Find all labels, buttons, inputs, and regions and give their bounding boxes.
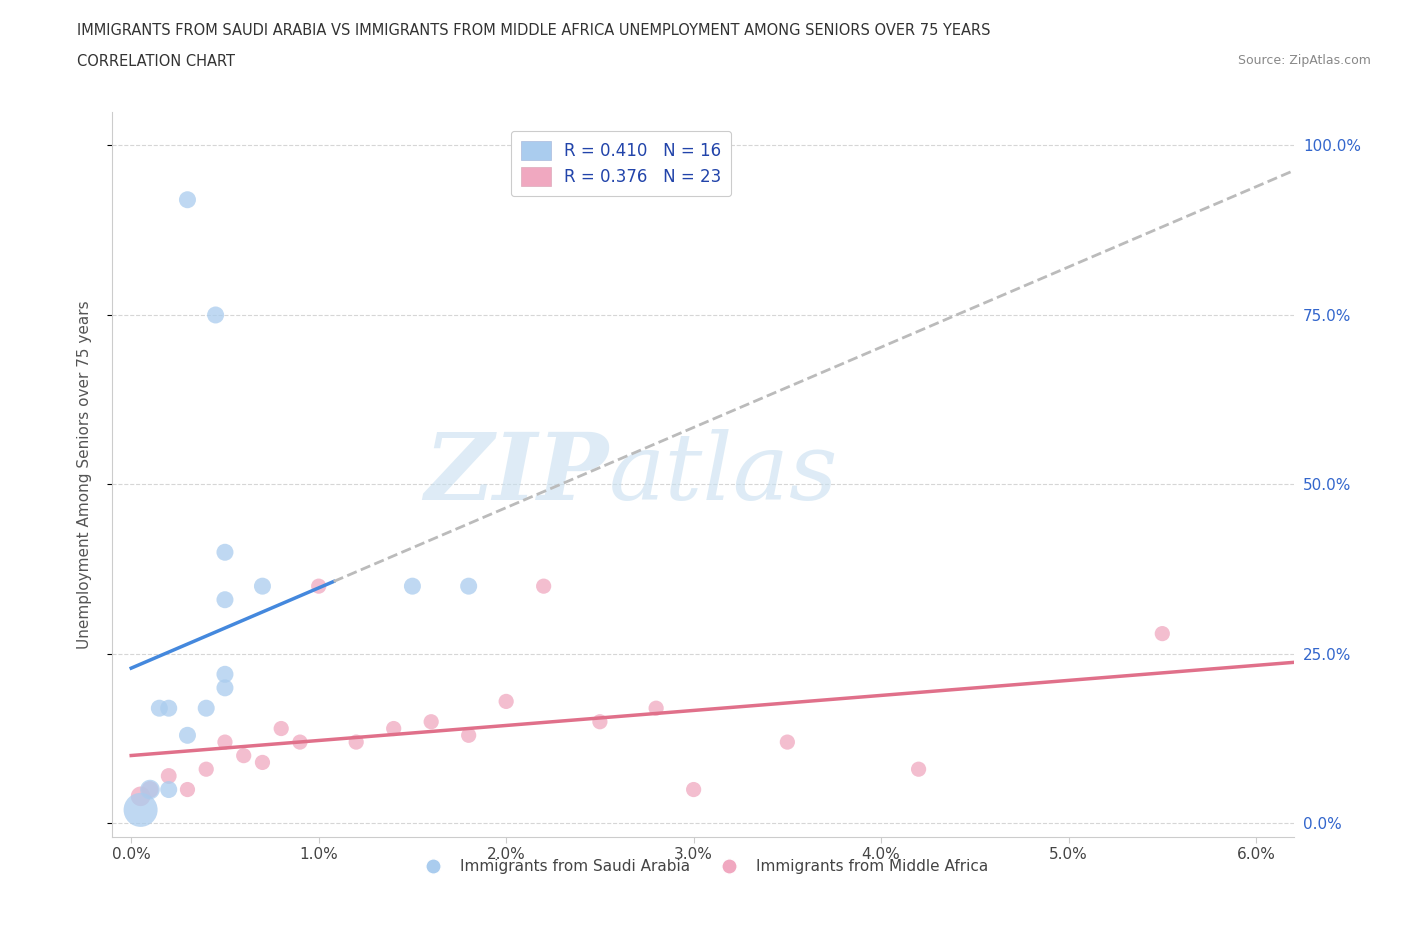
Point bbox=[129, 789, 152, 804]
Point bbox=[176, 782, 198, 797]
Point bbox=[1152, 626, 1174, 641]
Point bbox=[148, 700, 170, 715]
Point bbox=[157, 700, 180, 715]
Point bbox=[157, 768, 180, 783]
Text: IMMIGRANTS FROM SAUDI ARABIA VS IMMIGRANTS FROM MIDDLE AFRICA UNEMPLOYMENT AMONG: IMMIGRANTS FROM SAUDI ARABIA VS IMMIGRAN… bbox=[77, 23, 991, 38]
Point bbox=[344, 735, 367, 750]
Text: CORRELATION CHART: CORRELATION CHART bbox=[77, 54, 235, 69]
Point bbox=[214, 681, 236, 696]
Point bbox=[495, 694, 517, 709]
Text: atlas: atlas bbox=[609, 430, 838, 519]
Point bbox=[252, 578, 274, 593]
Point bbox=[157, 782, 180, 797]
Point bbox=[457, 728, 479, 743]
Point bbox=[682, 782, 704, 797]
Point bbox=[214, 545, 236, 560]
Legend: Immigrants from Saudi Arabia, Immigrants from Middle Africa: Immigrants from Saudi Arabia, Immigrants… bbox=[412, 853, 994, 880]
Point bbox=[232, 749, 254, 764]
Point bbox=[645, 700, 668, 715]
Y-axis label: Unemployment Among Seniors over 75 years: Unemployment Among Seniors over 75 years bbox=[77, 300, 91, 648]
Point bbox=[139, 782, 162, 797]
Point bbox=[533, 578, 555, 593]
Point bbox=[308, 578, 330, 593]
Point bbox=[214, 735, 236, 750]
Point bbox=[204, 308, 226, 323]
Point bbox=[288, 735, 311, 750]
Point bbox=[214, 667, 236, 682]
Point bbox=[214, 592, 236, 607]
Point bbox=[176, 728, 198, 743]
Point bbox=[195, 762, 218, 777]
Point bbox=[195, 700, 218, 715]
Point bbox=[420, 714, 443, 729]
Point bbox=[382, 721, 405, 736]
Point bbox=[270, 721, 292, 736]
Point bbox=[139, 782, 162, 797]
Point bbox=[176, 193, 198, 207]
Text: ZIP: ZIP bbox=[425, 430, 609, 519]
Point bbox=[401, 578, 423, 593]
Point bbox=[776, 735, 799, 750]
Point bbox=[457, 578, 479, 593]
Point bbox=[589, 714, 612, 729]
Point bbox=[252, 755, 274, 770]
Point bbox=[907, 762, 929, 777]
Text: Source: ZipAtlas.com: Source: ZipAtlas.com bbox=[1237, 54, 1371, 67]
Point bbox=[129, 803, 152, 817]
